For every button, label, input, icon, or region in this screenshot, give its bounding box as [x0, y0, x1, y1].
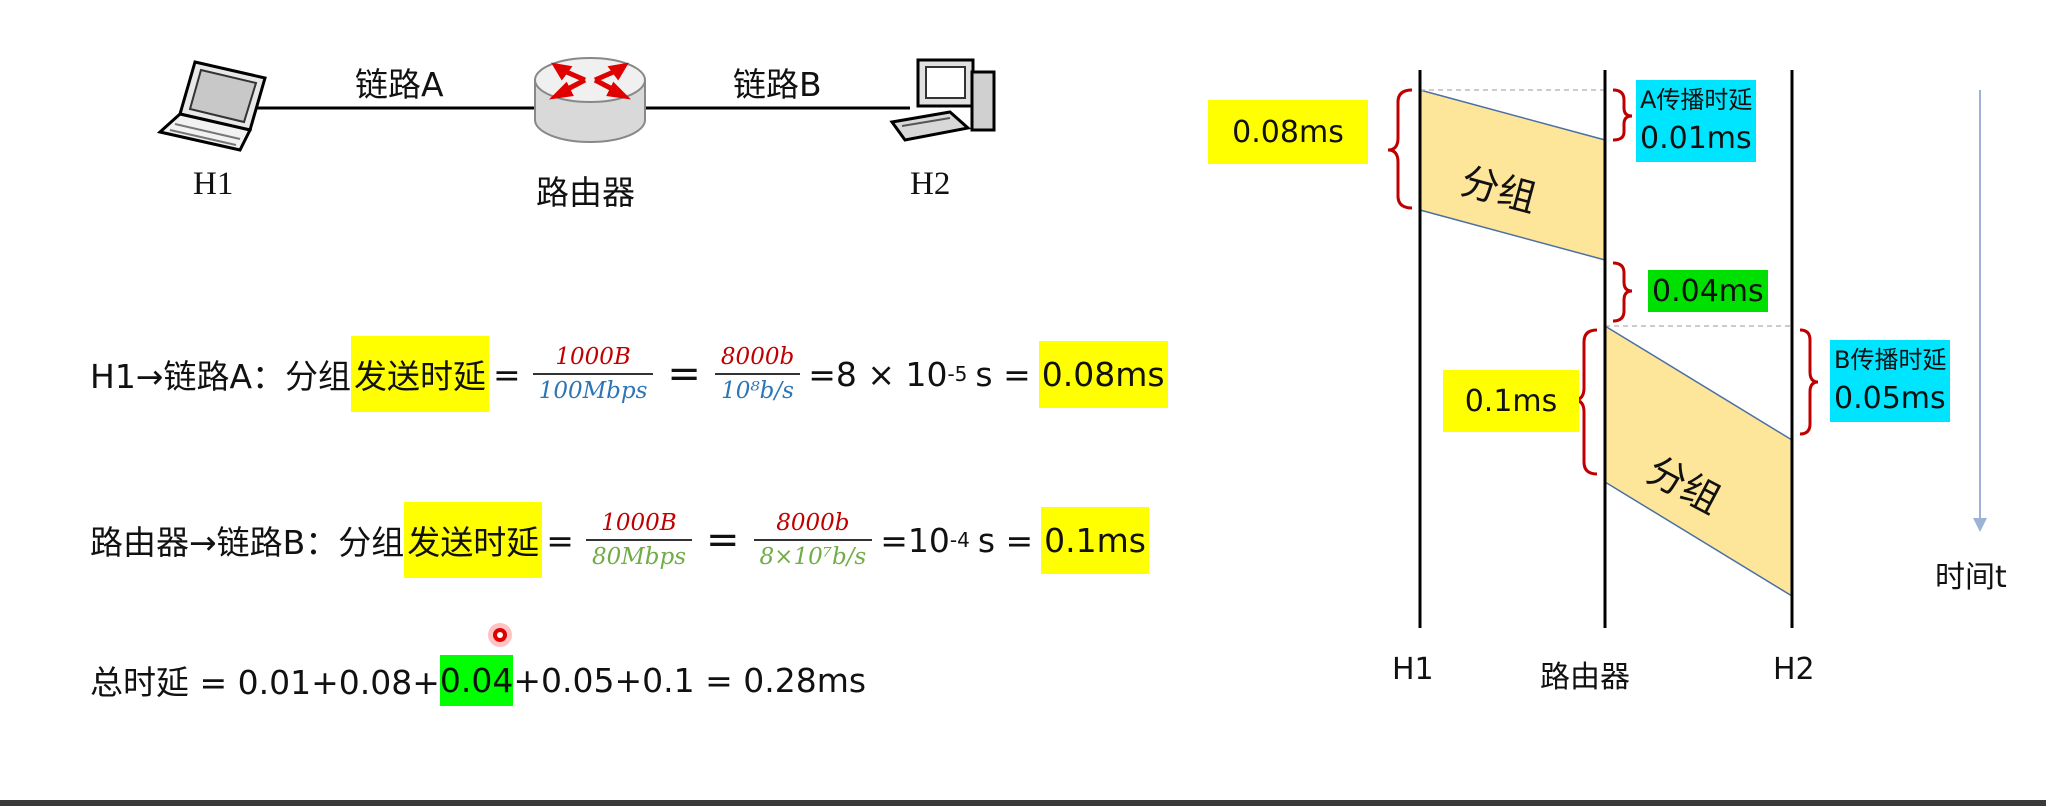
formula1-exponent: -5 — [947, 362, 968, 386]
laptop-icon — [156, 60, 267, 152]
x-label-h2: H2 — [1773, 652, 1815, 687]
time-axis-label: 时间t — [1935, 560, 2007, 595]
video-progress-bar[interactable] — [0, 800, 2046, 806]
router-label: 路由器 — [536, 173, 635, 212]
formula1-num2: 8000b — [720, 344, 795, 370]
laser-pointer-dot — [488, 623, 512, 647]
formula2-num1: 1000B — [601, 510, 677, 536]
formula2-fraction2: 8000b 8×10⁷b/s — [753, 507, 873, 573]
formula1-den1: 100Mbps — [538, 378, 648, 404]
formula2-num2: 8000b — [776, 510, 850, 536]
formula2-exponent: -4 — [949, 528, 970, 552]
total-highlight: 0.04 — [439, 654, 514, 706]
router-icon — [534, 57, 646, 143]
timing-diagram — [1387, 70, 1987, 628]
formula2-highlight: 发送时延 — [404, 502, 543, 578]
formula1-num1: 1000B — [555, 344, 631, 370]
formula2-den2: 8×10⁷b/s — [759, 544, 867, 570]
formula1-eq2: = — [667, 351, 701, 397]
bracket-queue — [1612, 261, 1633, 323]
bracket-prop-b — [1799, 328, 1819, 436]
topology-diagram — [156, 57, 996, 152]
formula-total: 总时延 = 0.01+0.08+ 0.04 +0.05+0.1 = 0.28ms — [90, 640, 866, 720]
formula2-prefix: 路由器→链路B：分组 — [90, 523, 405, 562]
prop-delay-a-title: A传播时延 — [1636, 80, 1757, 114]
prop-delay-b-title: B传播时延 — [1830, 340, 1951, 374]
formula1-prefix: H1→链路A：分组 — [90, 357, 352, 396]
x-label-h1: H1 — [1392, 652, 1434, 687]
formula2-den1: 80Mbps — [591, 544, 687, 570]
formula1-eq1: = — [493, 354, 521, 394]
queue-delay-badge: 0.04ms — [1648, 270, 1768, 312]
tx-delay-b-badge: 0.1ms — [1443, 370, 1579, 432]
formula-link-a: H1→链路A：分组 发送时延 = 1000B 100Mbps = 8000b 1… — [90, 334, 1168, 414]
formula2-eq1: = — [546, 520, 574, 560]
prop-delay-a-value: 0.01ms — [1636, 114, 1756, 162]
link-a-label: 链路A — [355, 65, 444, 104]
time-axis-arrowhead — [1973, 518, 1987, 532]
formula1-eq3: =8 × 10 — [808, 354, 948, 394]
link-b-label: 链路B — [733, 65, 822, 104]
bracket-prop-a — [1612, 88, 1633, 142]
desktop-icon — [889, 58, 996, 142]
tx-delay-a-badge: 0.08ms — [1208, 100, 1368, 164]
x-label-router: 路由器 — [1540, 660, 1630, 695]
host-h1-label: H1 — [193, 166, 234, 202]
formula2-unit: s = — [977, 520, 1034, 560]
formula1-unit: s = — [975, 354, 1031, 394]
prop-delay-b-value: 0.05ms — [1830, 374, 1950, 422]
formula1-fraction1: 1000B 100Mbps — [532, 341, 654, 407]
formula2-result: 0.1ms — [1041, 506, 1149, 574]
bracket-tx-a — [1387, 88, 1413, 210]
total-prefix: 总时延 = 0.01+0.08+ — [90, 663, 440, 702]
formula1-fraction2: 8000b 10⁸b/s — [714, 341, 801, 407]
formula2-fraction1: 1000B 80Mbps — [585, 507, 693, 573]
formula-link-b: 路由器→链路B：分组 发送时延 = 1000B 80Mbps = 8000b 8… — [90, 500, 1149, 580]
total-suffix: +0.05+0.1 = 0.28ms — [513, 660, 867, 700]
formula1-result: 0.08ms — [1038, 340, 1168, 408]
formula1-den2: 10⁸b/s — [721, 378, 794, 404]
host-h2-label: H2 — [910, 166, 951, 202]
formula1-highlight: 发送时延 — [351, 336, 490, 412]
formula2-eq2: = — [706, 517, 740, 563]
formula2-eq3: =10 — [880, 520, 950, 560]
